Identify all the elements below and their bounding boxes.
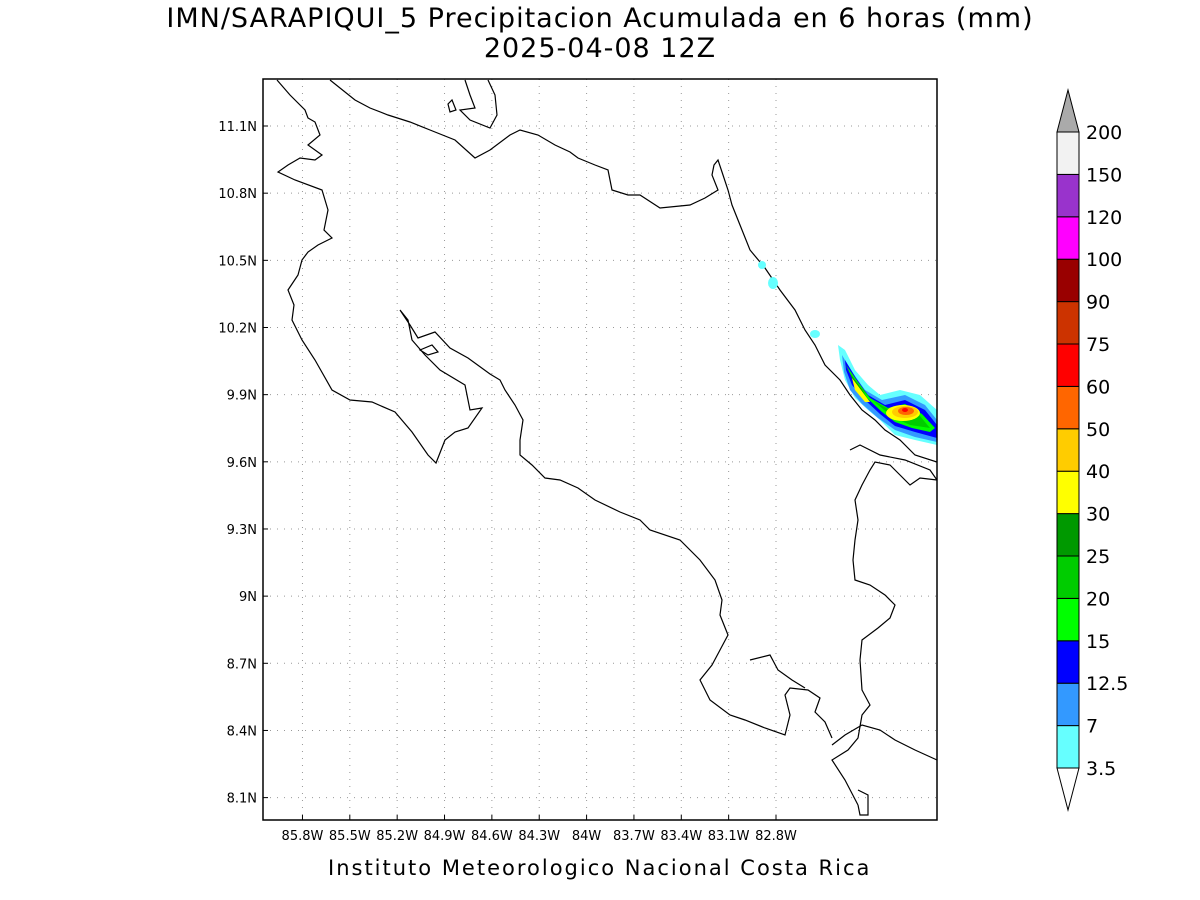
tick-label-lat: 10.5N [218, 254, 257, 269]
tick-label-lat: 8.7N [227, 657, 257, 672]
tick-label-lon: 84W [572, 829, 602, 844]
tick-label-lon: 83.7W [613, 829, 655, 844]
precip-band-25 [850, 374, 870, 402]
colorbar-label: 50 [1086, 419, 1110, 441]
precipitation-field [758, 261, 937, 445]
colorbar-swatch [1056, 216, 1080, 260]
map-subtitle: 2025-04-08 12Z [483, 33, 717, 64]
colorbar-swatch [1056, 725, 1080, 769]
tick-label-lat: 9.3N [227, 523, 257, 538]
colorbar-label: 40 [1086, 461, 1110, 483]
colorbar-swatch [1056, 428, 1080, 472]
tick-label-lon: 85.5W [329, 829, 371, 844]
colorbar-label: 150 [1086, 164, 1122, 186]
precip-cell [758, 261, 766, 269]
colorbar-label: 12.5 [1086, 673, 1128, 695]
tick-label-lon: 85.8W [282, 829, 324, 844]
coastline [276, 79, 937, 816]
precip-band-30 [852, 378, 870, 402]
precip-cell [810, 330, 820, 338]
colorbar-label: 25 [1086, 546, 1110, 568]
colorbar-min-arrow [1056, 767, 1080, 812]
precip-cell [768, 277, 778, 289]
tick-label-lon: 85.2W [376, 829, 418, 844]
colorbar-label: 75 [1086, 334, 1110, 356]
tick-label-lat: 10.2N [218, 321, 257, 336]
border-north [329, 79, 937, 463]
coastline-tip [857, 789, 869, 816]
colorbar-label: 30 [1086, 504, 1110, 526]
colorbar: 3.5 7 12.5 15 20 25 30 40 50 60 75 90 100 120 150 200 [1056, 88, 1128, 812]
colorbar-swatch [1056, 597, 1080, 642]
map-frame [262, 78, 938, 821]
colorbar-swatch [1056, 343, 1080, 387]
colorbar-swatch [1056, 555, 1080, 599]
colorbar-label: 7 [1086, 716, 1098, 738]
colorbar-swatch [1056, 131, 1080, 175]
map-title: IMN/SARAPIQUI_5 Precipitacion Acumulada … [166, 3, 1034, 34]
colorbar-swatch [1056, 301, 1080, 345]
coastline-main [276, 79, 833, 739]
coastline-osa [831, 724, 937, 761]
border-panama [831, 461, 937, 806]
lake-north [447, 98, 457, 113]
colorbar-label: 120 [1086, 207, 1122, 229]
tick-label-lat: 9.6N [227, 456, 257, 471]
tick-label-lat: 10.8N [218, 187, 257, 202]
tick-label-lon: 84.9W [424, 829, 466, 844]
tick-label-lon: 84.6W [471, 829, 513, 844]
lake-arenal [418, 344, 440, 356]
colorbar-label: 20 [1086, 588, 1110, 610]
colorbar-swatch [1056, 173, 1080, 218]
colorbar-swatch [1056, 385, 1080, 430]
colorbar-label: 15 [1086, 631, 1110, 653]
coastline-gulf [458, 79, 498, 129]
tick-label-lon: 83.1W [708, 829, 750, 844]
tick-label-lon: 83.4W [660, 829, 702, 844]
tick-label-lat: 9.9N [227, 389, 257, 404]
tick-label-lat: 11.1N [218, 120, 257, 135]
colorbar-label: 100 [1086, 249, 1122, 271]
colorbar-swatch [1056, 682, 1080, 727]
axis-ticks: 85.8W 85.5W 85.2W 84.9W 84.6W 84.3W 84W 83.7W 83… [218, 120, 797, 844]
colorbar-swatch [1056, 640, 1080, 684]
map-grid [263, 79, 937, 820]
colorbar-max-arrow [1056, 88, 1080, 133]
colorbar-swatch [1056, 513, 1080, 557]
colorbar-swatch [1056, 470, 1080, 515]
precip-core-60 [902, 408, 908, 412]
colorbar-swatch [1056, 258, 1080, 303]
coastline-caribbean-sw [849, 444, 937, 481]
colorbar-label: 200 [1086, 122, 1122, 144]
tick-label-lon: 82.8W [755, 829, 797, 844]
coastline-bay [749, 654, 806, 689]
tick-label-lat: 8.1N [227, 792, 257, 807]
tick-label-lat: 8.4N [227, 724, 257, 739]
colorbar-label: 60 [1086, 376, 1110, 398]
credit-text: Instituto Meteorologico Nacional Costa R… [328, 856, 872, 880]
tick-label-lat: 9N [239, 590, 257, 605]
colorbar-label: 90 [1086, 292, 1110, 314]
colorbar-label: 3.5 [1086, 758, 1116, 780]
tick-label-lon: 84.3W [518, 829, 560, 844]
